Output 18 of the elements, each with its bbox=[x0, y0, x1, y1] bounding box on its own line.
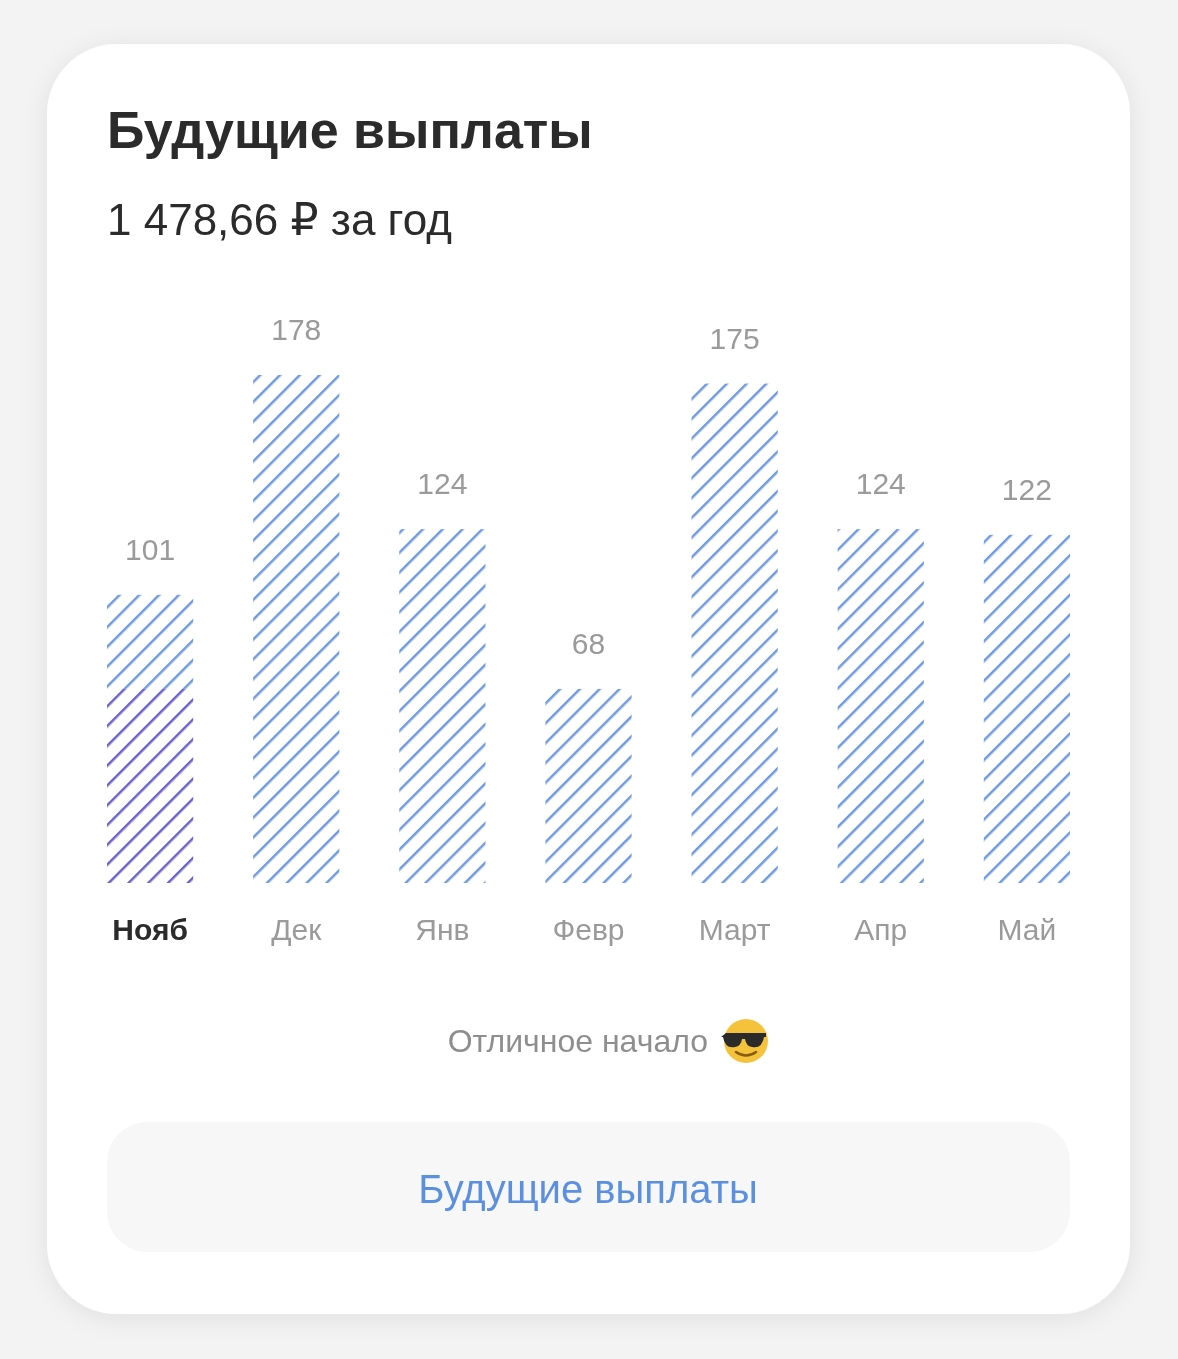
x-tick-label: Май bbox=[997, 913, 1057, 946]
data-label: 124 bbox=[855, 467, 906, 501]
text: Отличное начало bbox=[447, 1023, 708, 1059]
data-label: 124 bbox=[417, 467, 468, 501]
x-tick-label: Апр bbox=[854, 913, 908, 946]
text: Будущие выплаты bbox=[418, 1167, 758, 1211]
chart-title: Будущие выплаты bbox=[107, 101, 593, 159]
total-label: 101 bbox=[125, 532, 176, 566]
x-tick-label: Янв bbox=[415, 913, 470, 946]
chart-subtitle: 1 478,66 ₽ за год bbox=[107, 195, 452, 244]
x-tick-label: Дек bbox=[271, 913, 323, 946]
data-label: 122 bbox=[1001, 472, 1052, 506]
x-tick-label: Нояб bbox=[112, 913, 188, 946]
x-tick-label: Февр bbox=[552, 913, 625, 946]
data-label: 178 bbox=[271, 313, 322, 346]
data-label: 68 bbox=[571, 626, 606, 660]
data-label: 175 bbox=[709, 321, 760, 355]
x-tick-label: Март bbox=[698, 913, 771, 946]
